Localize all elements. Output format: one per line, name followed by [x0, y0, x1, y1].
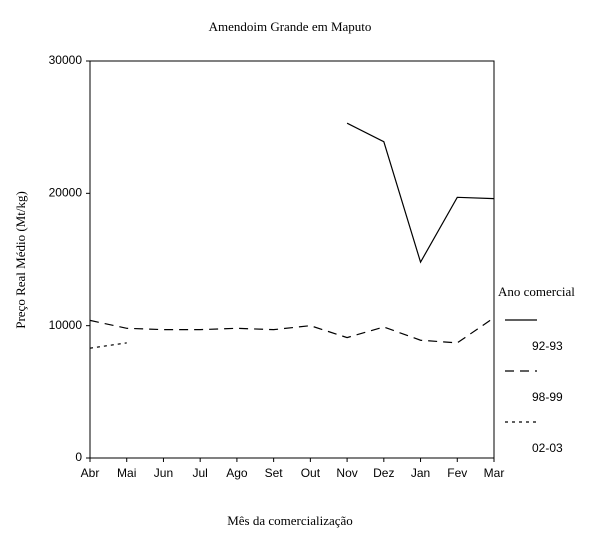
line-series: [89, 342, 127, 349]
x-tick-label: Jul: [193, 466, 208, 480]
line-series: [89, 317, 495, 344]
x-tick-label: Out: [301, 466, 321, 480]
y-tick-label: 0: [75, 450, 82, 464]
legend-label: 98-99: [532, 390, 563, 404]
x-tick-label: Abr: [81, 466, 100, 480]
legend-label: 02-03: [532, 441, 563, 455]
x-axis-label: Mês da comercialização: [227, 513, 353, 528]
chart-title: Amendoim Grande em Maputo: [209, 19, 372, 34]
x-tick-label: Ago: [226, 466, 248, 480]
y-axis-label: Preço Real Médio (Mt/kg): [13, 191, 28, 329]
x-tick-label: Set: [265, 466, 284, 480]
x-tick-label: Jan: [411, 466, 430, 480]
x-tick-label: Jun: [154, 466, 173, 480]
x-tick-label: Mai: [117, 466, 136, 480]
legend-title: Ano comercial: [498, 284, 575, 299]
x-tick-label: Mar: [484, 466, 505, 480]
plot-frame: [89, 60, 495, 459]
x-tick-label: Nov: [336, 466, 357, 480]
x-tick-label: Fev: [447, 466, 467, 480]
legend-label: 92-93: [532, 339, 563, 353]
x-tick-label: Dez: [373, 466, 394, 480]
line-series: [346, 122, 495, 264]
y-tick-label: 20000: [49, 186, 83, 200]
y-tick-label: 10000: [49, 318, 83, 332]
y-tick-label: 30000: [49, 53, 83, 67]
